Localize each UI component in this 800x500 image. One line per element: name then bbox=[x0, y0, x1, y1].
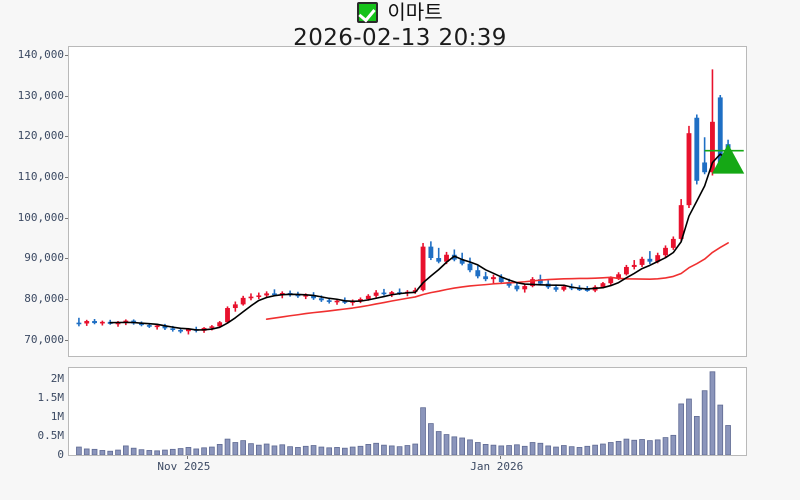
title-row: 이마트 bbox=[0, 1, 800, 23]
price-y-tick-label: 130,000 bbox=[17, 88, 64, 102]
chart-header: 이마트 2026-02-13 20:39 bbox=[0, 0, 800, 51]
green-check-icon bbox=[357, 1, 379, 23]
price-y-tickmark bbox=[65, 95, 68, 97]
price-y-tickmark bbox=[65, 299, 68, 301]
price-y-tick-label: 110,000 bbox=[17, 170, 64, 184]
x-tick-label: Jan 2026 bbox=[470, 460, 524, 473]
price-y-tickmark bbox=[65, 55, 68, 57]
price-y-tickmark bbox=[65, 258, 68, 260]
volume-y-tick-label: 0 bbox=[57, 448, 64, 461]
price-y-tickmark bbox=[65, 177, 68, 179]
volume-chart-svg bbox=[76, 371, 731, 455]
price-y-tick-label: 100,000 bbox=[17, 210, 64, 224]
page-title: 이마트 bbox=[387, 0, 443, 24]
price-y-tickmark bbox=[65, 339, 68, 341]
price-y-tick-label: 70,000 bbox=[24, 332, 64, 346]
x-tickmark bbox=[187, 456, 189, 459]
price-y-tickmark bbox=[65, 136, 68, 138]
volume-y-tick-label: 0.5M bbox=[37, 429, 65, 443]
x-tickmark bbox=[500, 456, 502, 459]
volume-y-tick-label: 1M bbox=[50, 410, 64, 424]
x-tick-label: Nov 2025 bbox=[157, 460, 211, 473]
price-y-tick-label: 140,000 bbox=[17, 48, 64, 62]
price-chart-panel[interactable] bbox=[68, 46, 747, 357]
price-y-tick-label: 80,000 bbox=[24, 292, 64, 306]
volume-y-tick-label: 2M bbox=[50, 372, 64, 386]
price-chart-svg bbox=[76, 69, 745, 335]
price-y-tick-label: 90,000 bbox=[24, 251, 64, 265]
price-y-tick-label: 120,000 bbox=[17, 129, 64, 143]
volume-chart-panel[interactable] bbox=[68, 367, 747, 456]
price-y-tickmark bbox=[65, 217, 68, 219]
volume-y-tick-label: 1.5M bbox=[37, 391, 65, 405]
